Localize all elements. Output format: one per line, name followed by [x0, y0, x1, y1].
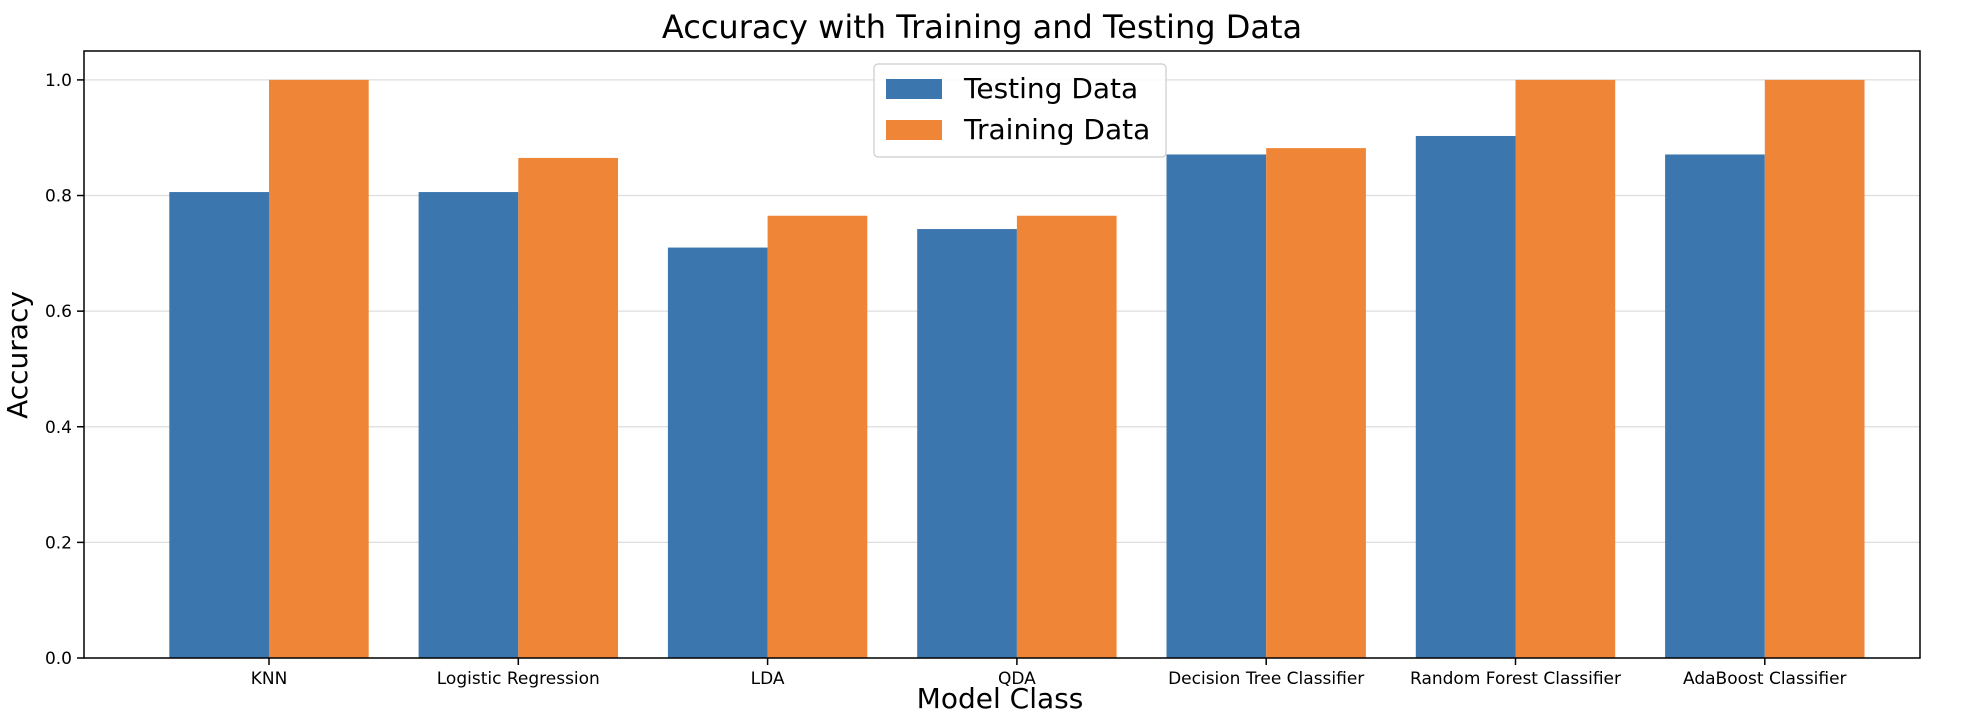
x-tick-label: KNN	[251, 669, 288, 689]
legend-label-testing: Testing Data	[963, 72, 1138, 105]
legend: Testing Data Training Data	[873, 63, 1167, 158]
legend-label-training: Training Data	[963, 113, 1150, 146]
y-tick-label: 0.8	[45, 187, 72, 207]
bar-testing-4	[1166, 154, 1267, 658]
x-tick-label: QDA	[998, 669, 1036, 689]
x-axis-ticks: KNN Logistic Regression LDA QDA Decision Tre…	[251, 658, 1847, 689]
legend-frame	[873, 63, 1167, 158]
y-axis-label: Accuracy	[1, 291, 34, 419]
bar-testing-0	[169, 192, 269, 658]
bar-testing-2	[667, 247, 768, 659]
bars	[169, 79, 1865, 659]
bar-training-0	[269, 79, 369, 658]
x-tick-label: AdaBoost Classifier	[1683, 669, 1847, 689]
bar-training-2	[767, 215, 868, 658]
bar-training-5	[1515, 79, 1616, 658]
x-tick-label: Random Forest Classifier	[1410, 669, 1621, 689]
y-tick-label: 0.6	[45, 302, 72, 322]
x-axis-label: Model Class	[917, 682, 1084, 715]
y-tick-label: 0.0	[45, 649, 72, 669]
x-tick-label: Decision Tree Classifier	[1168, 669, 1364, 689]
x-tick-label: LDA	[751, 669, 785, 689]
bar-testing-5	[1415, 135, 1516, 659]
bar-testing-1	[418, 192, 519, 658]
x-tick-label: Logistic Regression	[437, 669, 600, 689]
bar-training-1	[518, 157, 618, 658]
y-axis-ticks: 0.0 0.2 0.4 0.6 0.8 1.0	[45, 71, 84, 669]
chart-title: Accuracy with Training and Testing Data	[662, 8, 1302, 46]
bar-training-6	[1764, 79, 1865, 658]
bar-training-4	[1266, 148, 1366, 658]
y-tick-label: 0.2	[45, 533, 72, 553]
plot-frame	[83, 50, 1921, 659]
bar-testing-6	[1665, 154, 1765, 658]
y-tick-label: 0.4	[45, 418, 72, 438]
y-tick-label: 1.0	[45, 71, 72, 91]
legend-swatch-training	[886, 120, 942, 140]
bar-testing-3	[917, 229, 1017, 658]
bar-training-3	[1016, 215, 1117, 658]
legend-swatch-testing	[886, 79, 942, 99]
